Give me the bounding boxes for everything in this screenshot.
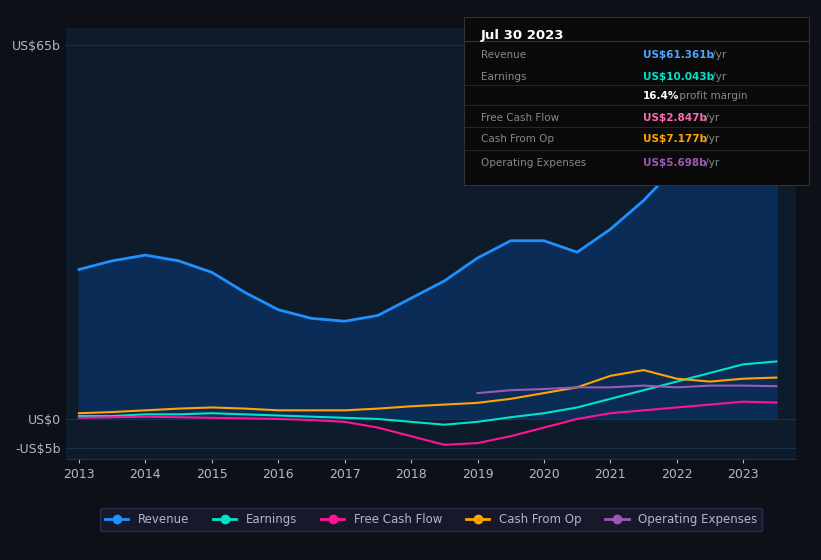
Text: Cash From Op: Cash From Op: [481, 134, 554, 144]
Text: US$2.847b: US$2.847b: [643, 113, 707, 123]
Text: Free Cash Flow: Free Cash Flow: [481, 113, 559, 123]
Text: /yr: /yr: [702, 158, 719, 168]
Text: US$5.698b: US$5.698b: [643, 158, 707, 168]
Text: Revenue: Revenue: [481, 50, 526, 60]
Text: US$61.361b: US$61.361b: [643, 50, 714, 60]
Text: /yr: /yr: [709, 72, 726, 82]
Text: Earnings: Earnings: [481, 72, 526, 82]
Text: /yr: /yr: [709, 50, 726, 60]
Text: profit margin: profit margin: [676, 91, 747, 101]
Text: US$7.177b: US$7.177b: [643, 134, 708, 144]
Text: 16.4%: 16.4%: [643, 91, 680, 101]
Text: Operating Expenses: Operating Expenses: [481, 158, 586, 168]
Text: US$10.043b: US$10.043b: [643, 72, 714, 82]
Text: /yr: /yr: [702, 113, 719, 123]
Text: /yr: /yr: [702, 134, 719, 144]
Legend: Revenue, Earnings, Free Cash Flow, Cash From Op, Operating Expenses: Revenue, Earnings, Free Cash Flow, Cash …: [100, 508, 762, 531]
Text: Jul 30 2023: Jul 30 2023: [481, 29, 565, 41]
